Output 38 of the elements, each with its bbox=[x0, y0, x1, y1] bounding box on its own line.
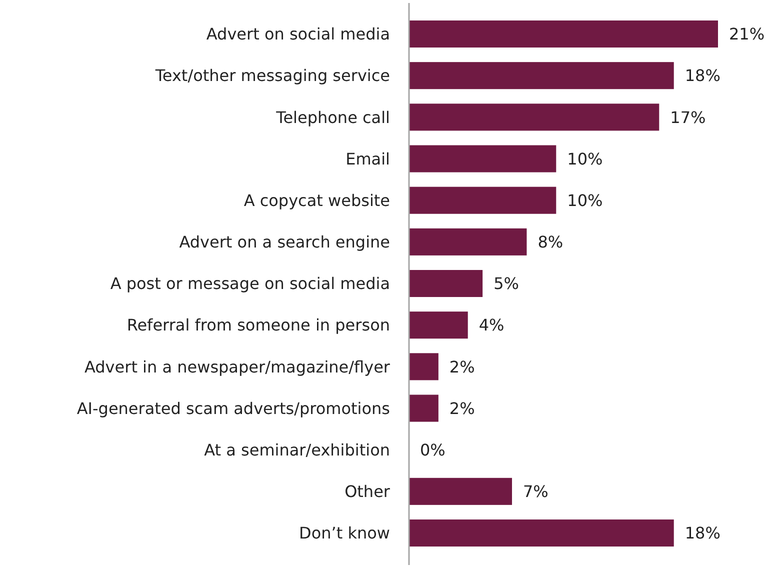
y-tick-label: AI-generated scam adverts/promotions bbox=[76, 398, 390, 418]
data-label: 18% bbox=[684, 524, 720, 543]
y-tick-label: Other bbox=[344, 482, 390, 502]
y-tick-label: Text/other messaging service bbox=[154, 66, 390, 86]
y-tick-label: Referral from someone in person bbox=[126, 316, 390, 335]
bar bbox=[409, 478, 512, 505]
y-tick-label: Advert on a search engine bbox=[179, 232, 390, 252]
data-label: 5% bbox=[494, 274, 519, 294]
data-label: 4% bbox=[478, 316, 504, 335]
data-label: 2% bbox=[449, 357, 475, 376]
y-tick-label: Don’t know bbox=[299, 524, 390, 543]
y-tick-label: Email bbox=[346, 149, 390, 168]
data-label: 21% bbox=[729, 24, 765, 44]
data-label: 18% bbox=[684, 66, 720, 86]
bar bbox=[409, 394, 438, 422]
bar bbox=[409, 353, 438, 380]
bar bbox=[409, 104, 660, 131]
bar bbox=[409, 270, 483, 298]
bar bbox=[409, 62, 674, 90]
data-label: 17% bbox=[670, 108, 706, 127]
bar bbox=[409, 228, 527, 256]
y-tick-label: At a seminar/exhibition bbox=[204, 440, 390, 460]
y-tick-label: A copycat website bbox=[244, 190, 390, 210]
bar bbox=[409, 186, 556, 214]
bar bbox=[409, 145, 556, 172]
data-label: 2% bbox=[449, 398, 475, 418]
data-label: 0% bbox=[420, 440, 446, 460]
y-tick-label: A post or message on social media bbox=[110, 274, 390, 294]
data-label: 7% bbox=[523, 482, 548, 502]
y-tick-label: Telephone call bbox=[275, 108, 390, 127]
y-tick-label: Advert in a newspaper/magazine/flyer bbox=[84, 357, 390, 376]
data-label: 10% bbox=[567, 149, 603, 168]
data-label: 8% bbox=[538, 232, 564, 252]
bar bbox=[409, 519, 674, 547]
bar bbox=[409, 312, 468, 339]
data-label: 10% bbox=[567, 190, 603, 210]
y-tick-label: Advert on social media bbox=[206, 24, 390, 44]
bar bbox=[409, 20, 718, 48]
